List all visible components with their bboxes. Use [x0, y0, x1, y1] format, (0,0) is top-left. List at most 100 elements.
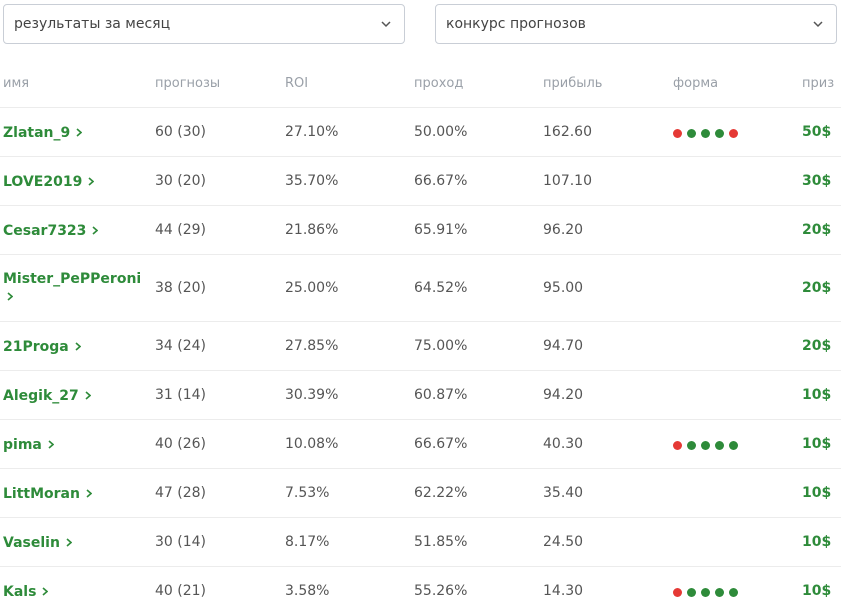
- roi-cell: 7.53%: [285, 485, 330, 501]
- predictions-cell: 60 (30): [155, 124, 207, 140]
- profit-cell: 35.40: [543, 485, 584, 501]
- user-link[interactable]: Cesar7323: [3, 223, 99, 239]
- name-cell: Vaselin: [3, 534, 143, 552]
- name-cell: Cesar7323: [3, 222, 143, 240]
- form-indicator: [673, 588, 738, 597]
- user-name: LittMoran: [3, 486, 80, 502]
- prize-cell: 10$: [802, 436, 832, 452]
- table-row: 21Proga 34 (24) 27.85% 75.00% 94.70 20$: [0, 322, 841, 371]
- user-name: Cesar7323: [3, 223, 87, 239]
- prize-cell: 20$: [802, 280, 832, 296]
- contest-select-value: конкурс прогнозов: [446, 16, 586, 32]
- table-row: LittMoran 47 (28) 7.53% 62.22% 35.40 10$: [0, 469, 841, 518]
- form-dot-loss: [673, 129, 682, 138]
- pass-cell: 55.26%: [414, 583, 468, 599]
- table-row: Mister_PePPeroni 38 (20) 25.00% 64.52% 95.00…: [0, 255, 841, 322]
- pass-cell: 65.91%: [414, 222, 468, 238]
- table-row: Vaselin 30 (14) 8.17% 51.85% 24.50 10$: [0, 518, 841, 567]
- header-prize[interactable]: приз: [802, 76, 835, 91]
- form-dot-win: [687, 129, 696, 138]
- pass-cell: 50.00%: [414, 124, 468, 140]
- prize-cell: 30$: [802, 173, 832, 189]
- chevron-right-icon: [42, 583, 49, 601]
- predictions-cell: 44 (29): [155, 222, 207, 238]
- prize-cell: 10$: [802, 387, 832, 403]
- form-indicator: [673, 441, 738, 450]
- roi-cell: 27.85%: [285, 338, 339, 354]
- pass-cell: 66.67%: [414, 173, 468, 189]
- profit-cell: 162.60: [543, 124, 592, 140]
- period-select-value: результаты за месяц: [14, 16, 171, 32]
- user-link[interactable]: 21Proga: [3, 339, 81, 355]
- form-dot-loss: [729, 129, 738, 138]
- header-predictions[interactable]: прогнозы: [155, 76, 221, 91]
- prize-cell: 10$: [802, 485, 832, 501]
- form-dot-win: [701, 129, 710, 138]
- user-link[interactable]: Zlatan_9: [3, 124, 83, 142]
- chevron-right-icon: [88, 173, 95, 191]
- name-cell: 21Proga: [3, 338, 143, 356]
- name-cell: Kals: [3, 583, 143, 601]
- profit-cell: 95.00: [543, 280, 584, 296]
- pass-cell: 66.67%: [414, 436, 468, 452]
- pass-cell: 62.22%: [414, 485, 468, 501]
- table-row: LOVE2019 30 (20) 35.70% 66.67% 107.10 30$: [0, 157, 841, 206]
- roi-cell: 8.17%: [285, 534, 330, 550]
- prize-cell: 10$: [802, 583, 832, 599]
- profit-cell: 94.70: [543, 338, 584, 354]
- chevron-right-icon: [76, 124, 83, 142]
- pass-cell: 75.00%: [414, 338, 468, 354]
- roi-cell: 10.08%: [285, 436, 339, 452]
- roi-cell: 30.39%: [285, 387, 339, 403]
- chevron-down-icon: [380, 18, 392, 30]
- header-name[interactable]: имя: [3, 76, 30, 91]
- contest-select[interactable]: конкурс прогнозов: [435, 4, 837, 44]
- user-name: pima: [3, 437, 42, 453]
- period-select[interactable]: результаты за месяц: [3, 4, 405, 44]
- user-name: Kals: [3, 584, 37, 600]
- table-header: имя прогнозы ROI проход прибыль форма пр…: [0, 60, 841, 108]
- form-dot-win: [715, 588, 724, 597]
- profit-cell: 40.30: [543, 436, 584, 452]
- name-cell: LittMoran: [3, 485, 143, 503]
- predictions-cell: 40 (21): [155, 583, 207, 599]
- form-dot-win: [729, 588, 738, 597]
- user-name: Zlatan_9: [3, 125, 71, 141]
- profit-cell: 94.20: [543, 387, 584, 403]
- form-dot-loss: [673, 588, 682, 597]
- name-cell: Mister_PePPeroni: [3, 270, 143, 306]
- profit-cell: 107.10: [543, 173, 592, 189]
- user-link[interactable]: LOVE2019: [3, 173, 95, 191]
- table-row: Zlatan_9 60 (30) 27.10% 50.00% 162.60 50$: [0, 108, 841, 157]
- name-cell: Alegik_27: [3, 387, 143, 405]
- user-link[interactable]: pima: [3, 436, 55, 454]
- user-name: Alegik_27: [3, 388, 79, 404]
- user-link[interactable]: Alegik_27: [3, 388, 91, 404]
- predictions-cell: 47 (28): [155, 485, 207, 501]
- chevron-right-icon: [48, 436, 55, 454]
- name-cell: pima: [3, 436, 143, 454]
- roi-cell: 21.86%: [285, 222, 339, 238]
- user-name: LOVE2019: [3, 174, 83, 190]
- prize-cell: 20$: [802, 338, 832, 354]
- user-link[interactable]: Mister_PePPeroni: [3, 271, 141, 305]
- roi-cell: 3.58%: [285, 583, 330, 599]
- name-cell: LOVE2019: [3, 173, 143, 191]
- prize-cell: 20$: [802, 222, 832, 238]
- form-dot-win: [701, 588, 710, 597]
- user-link[interactable]: Vaselin: [3, 534, 73, 552]
- user-name: 21Proga: [3, 339, 69, 355]
- header-roi[interactable]: ROI: [285, 76, 309, 91]
- header-pass[interactable]: проход: [414, 76, 464, 91]
- header-profit[interactable]: прибыль: [543, 76, 603, 91]
- form-dot-win: [701, 441, 710, 450]
- user-name: Mister_PePPeroni: [3, 271, 142, 287]
- form-dot-win: [729, 441, 738, 450]
- user-link[interactable]: LittMoran: [3, 485, 93, 503]
- chevron-right-icon: [66, 534, 73, 552]
- user-link[interactable]: Kals: [3, 583, 49, 601]
- table-body: Zlatan_9 60 (30) 27.10% 50.00% 162.60 50$ LOVE…: [0, 108, 841, 614]
- form-dot-win: [687, 441, 696, 450]
- user-name: Vaselin: [3, 535, 60, 551]
- chevron-right-icon: [86, 485, 93, 503]
